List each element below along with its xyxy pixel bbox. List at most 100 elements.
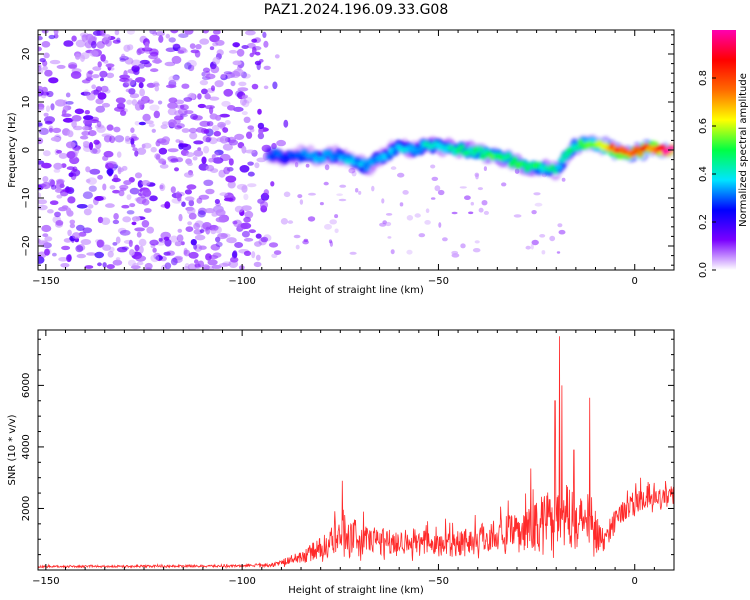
spectrogram-cell <box>56 64 66 69</box>
spectrogram-cell <box>67 130 74 138</box>
spectrogram-cell <box>235 90 244 98</box>
spectrogram-cell <box>62 117 74 123</box>
spectrogram-cell <box>65 101 74 105</box>
colorbar-bar <box>712 30 736 270</box>
spectrogram-cell <box>168 97 178 103</box>
x-tick-label: −150 <box>32 276 59 287</box>
spectrogram-cell <box>228 158 234 166</box>
spectrogram-cell <box>75 245 84 253</box>
spectrogram-cell <box>83 115 94 121</box>
spectrogram-cell <box>165 33 170 39</box>
spectrogram-cell <box>187 64 195 72</box>
spectrogram-cell <box>101 102 111 108</box>
spectrogram-cell <box>197 103 206 109</box>
spectrogram-cell <box>329 219 338 225</box>
spectrogram-cell <box>114 106 125 112</box>
spectrogram-cell <box>175 139 181 143</box>
y-tick-label: 2000 <box>21 496 32 521</box>
spectrogram-cell <box>176 123 185 129</box>
spectrogram-cell <box>234 107 243 112</box>
spectrogram-cell <box>184 263 190 269</box>
spectrogram-cell <box>52 252 57 257</box>
spectrogram-cell <box>157 100 163 105</box>
spectrogram-cell <box>95 105 106 113</box>
spectrogram-cell <box>199 38 210 45</box>
colorbar: 0.0 0.2 0.4 0.6 0.8 Normalized spectral ampl… <box>698 30 749 278</box>
spectrogram-cell <box>174 125 183 130</box>
spectrogram-cell <box>70 172 77 180</box>
spectrogram-cell <box>215 241 223 247</box>
spectrogram-cell <box>558 229 566 235</box>
spectrogram-cell <box>214 151 219 157</box>
spectrogram-cell <box>438 222 442 228</box>
spectrogram-cell <box>76 204 88 209</box>
spectrogram-cell <box>97 216 104 224</box>
spectrogram-cell <box>263 189 269 196</box>
spectrogram-cell <box>241 95 247 100</box>
spectrogram-cell <box>96 120 102 128</box>
spectrogram-cell <box>134 244 140 252</box>
spectrogram-cell <box>531 239 539 246</box>
spectrogram-cell <box>44 69 53 77</box>
spectrogram-cell <box>134 227 146 232</box>
spectrogram-cell <box>539 234 546 238</box>
spectrogram-x-ticks: −150 −100 −50 0 <box>32 30 675 287</box>
spectrogram-cell <box>351 170 357 177</box>
spectrogram-cell <box>130 127 135 133</box>
spectrogram-cell <box>136 261 144 266</box>
spectrogram-cell <box>232 220 238 225</box>
spectrogram-cell <box>160 204 170 208</box>
spectrogram-cell <box>230 256 239 263</box>
spectrogram-cell <box>478 207 484 213</box>
spectrogram-cell <box>150 254 160 263</box>
spectrogram-cell <box>218 263 230 267</box>
spectrogram-cell <box>139 59 150 65</box>
spectrogram-cell <box>142 113 151 122</box>
x-tick-label: −100 <box>228 576 255 587</box>
spectrogram-cell <box>255 51 261 56</box>
spectrogram-cell <box>183 172 194 178</box>
spectrogram-cell <box>67 196 76 204</box>
spectrogram-cell <box>283 119 289 128</box>
spectrogram-cell <box>221 100 231 107</box>
spectrogram-cell <box>75 53 81 60</box>
spectrogram-cell <box>255 254 261 261</box>
spectrogram-cell <box>260 236 269 243</box>
spectrogram-cell <box>158 237 163 242</box>
spectrogram-cell <box>154 153 161 160</box>
spectrogram-cell <box>154 57 161 64</box>
figure-title: PAZ1.2024.196.09.33.G08 <box>264 2 449 18</box>
spectrogram-cell <box>379 222 387 227</box>
spectrogram-cell <box>174 167 179 172</box>
spectrogram-cell <box>141 198 150 206</box>
spectrogram-cell <box>61 163 67 169</box>
colorbar-ticks: 0.0 0.2 0.4 0.6 0.8 <box>698 70 716 278</box>
spectrogram-cell <box>227 136 237 144</box>
spectrogram-cell <box>79 135 89 140</box>
spectrogram-cell <box>184 189 192 195</box>
spectrogram-cell <box>213 130 221 137</box>
spectrogram-cell <box>121 204 130 209</box>
spectrogram-cell <box>105 203 115 208</box>
spectrogram-cell <box>66 254 72 263</box>
spectrogram-cell <box>92 66 102 71</box>
spectrogram-cell <box>149 195 158 202</box>
spectrogram-cell <box>170 186 176 194</box>
x-tick-label: −50 <box>428 576 449 587</box>
spectrogram-cell <box>49 59 61 65</box>
spectrogram-cell <box>206 121 214 127</box>
snr-x-axis-label: Height of straight line (km) <box>288 585 424 596</box>
spectrogram-cell <box>201 264 210 270</box>
spectrogram-cell <box>48 34 56 40</box>
spectrogram-cell <box>53 162 63 170</box>
spectrogram-cell <box>129 249 135 256</box>
spectrogram-cell <box>128 239 133 247</box>
spectrogram-cell <box>205 92 210 100</box>
spectrogram-cell <box>55 178 65 184</box>
spectrogram-cell <box>116 151 122 158</box>
spectrogram-cell <box>132 147 138 152</box>
spectrogram-cell <box>150 146 157 153</box>
spectrogram-cell <box>107 250 114 258</box>
spectrogram-cell <box>159 183 166 192</box>
spectrogram-cell <box>209 34 220 43</box>
